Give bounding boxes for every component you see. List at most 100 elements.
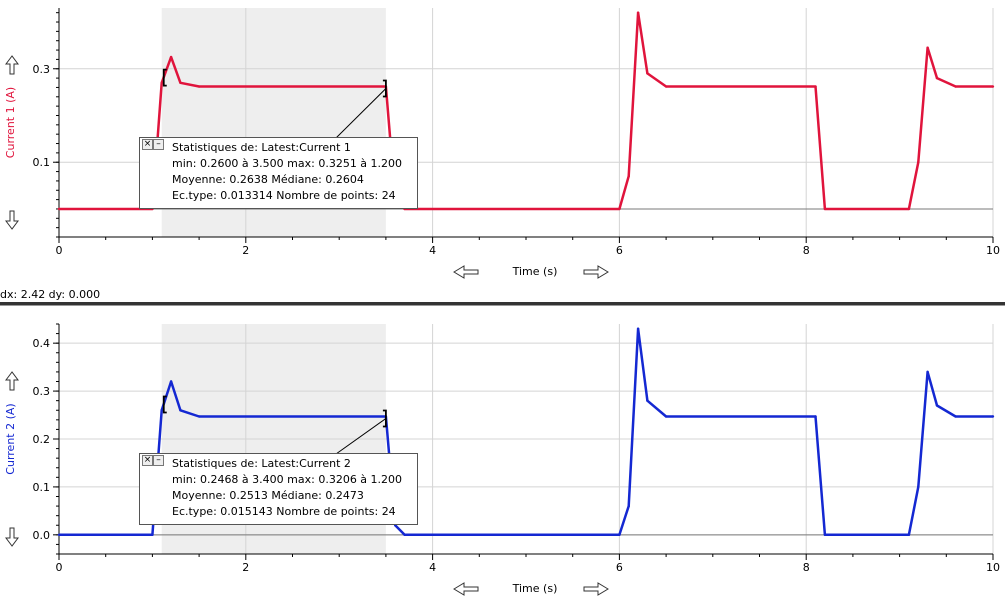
x-tick-label: 6 xyxy=(616,561,623,574)
right-arrow-icon[interactable] xyxy=(583,582,609,596)
down-arrow-shape xyxy=(5,210,19,230)
up-arrow-icon[interactable] xyxy=(5,55,19,75)
x-tick-label: 4 xyxy=(429,244,436,257)
x-tick-label: 0 xyxy=(56,244,63,257)
left-arrow-shape xyxy=(453,582,479,596)
data-point xyxy=(57,533,61,537)
close-icon[interactable]: × xyxy=(142,139,153,150)
stats-min-max: min: 0.2600 à 3.500 max: 0.3251 à 1.200 xyxy=(172,157,403,170)
x-tick-label: 0 xyxy=(56,561,63,574)
x-tick-label: 10 xyxy=(986,244,1000,257)
data-point xyxy=(907,533,911,537)
x-tick-label: 10 xyxy=(986,561,1000,574)
data-point xyxy=(160,81,163,84)
data-point xyxy=(814,85,817,88)
x-tick-label: 6 xyxy=(616,244,623,257)
stats-title: Statistiques de: Latest:Current 1 xyxy=(172,141,351,154)
data-point xyxy=(935,76,939,80)
right-arrow-icon[interactable] xyxy=(583,265,609,279)
x-tick-label: 2 xyxy=(242,561,249,574)
data-point xyxy=(169,380,173,383)
minimize-icon[interactable]: – xyxy=(153,455,164,466)
selection-start-bracket[interactable] xyxy=(162,395,167,414)
data-point xyxy=(636,11,640,14)
x-tick-label: 8 xyxy=(803,561,810,574)
data-point xyxy=(646,399,649,402)
y-axis-title: Current 1 (A) xyxy=(4,87,17,158)
data-point xyxy=(664,415,668,418)
data-point xyxy=(57,207,61,211)
y-tick-label: 0.3 xyxy=(33,63,51,76)
data-point xyxy=(618,207,621,211)
stats-stdev-count: Ec.type: 0.013314 Nombre de points: 24 xyxy=(172,189,396,202)
left-arrow-icon[interactable] xyxy=(453,582,479,596)
down-arrow-shape xyxy=(5,527,19,547)
data-point xyxy=(926,370,929,374)
data-point xyxy=(179,81,182,84)
data-point xyxy=(197,85,201,88)
dx-dy-readout: dx: 2.42 dy: 0.000 xyxy=(0,288,101,301)
stats-leader-line xyxy=(335,418,387,455)
data-point xyxy=(991,415,995,418)
y-tick-label: 0.1 xyxy=(33,481,51,494)
y-tick-label: 0.3 xyxy=(33,385,51,398)
x-tick-label: 2 xyxy=(242,244,249,257)
statistics-box-current-1[interactable]: × – Statistiques de: Latest:Current 1 mi… xyxy=(139,137,418,209)
data-point xyxy=(917,161,920,164)
down-arrow-icon[interactable] xyxy=(5,210,19,230)
y-tick-label: 0.1 xyxy=(33,156,51,169)
data-point xyxy=(627,504,630,508)
right-arrow-shape xyxy=(583,265,609,279)
data-point xyxy=(646,72,649,75)
x-axis-title: Time (s) xyxy=(512,265,558,278)
left-arrow-shape xyxy=(453,265,479,279)
data-point xyxy=(636,327,640,330)
up-arrow-shape xyxy=(5,55,19,75)
y-tick-label: 0.2 xyxy=(33,433,51,446)
data-point xyxy=(160,409,163,412)
data-point xyxy=(664,85,668,88)
left-arrow-icon[interactable] xyxy=(453,265,479,279)
statistics-box-current-2[interactable]: × – Statistiques de: Latest:Current 2 mi… xyxy=(139,453,418,525)
x-axis-title: Time (s) xyxy=(512,582,558,595)
data-point xyxy=(627,175,630,178)
graph-panel-current-2[interactable]: 0 2 4 6 8 10 0.0 0.1 0.2 0.3 0.4 Current 2 (A) Time … xyxy=(0,306,1005,601)
data-point xyxy=(926,46,929,49)
selection-end-bracket[interactable] xyxy=(382,409,387,428)
series-line[interactable] xyxy=(59,11,993,211)
stats-title: Statistiques de: Latest:Current 2 xyxy=(172,457,351,470)
data-point xyxy=(403,533,406,537)
data-point xyxy=(823,207,827,211)
selection-start-bracket[interactable] xyxy=(162,68,167,87)
data-point xyxy=(814,415,817,418)
y-tick-label: 0.4 xyxy=(33,337,51,350)
up-arrow-icon[interactable] xyxy=(5,371,19,391)
data-point xyxy=(954,415,957,418)
x-tick-label: 4 xyxy=(429,561,436,574)
data-point xyxy=(954,85,957,88)
close-icon[interactable]: × xyxy=(142,455,153,466)
data-point xyxy=(179,409,182,412)
minimize-icon[interactable]: – xyxy=(153,139,164,150)
data-point xyxy=(935,404,939,407)
stats-mean-median: Moyenne: 0.2638 Médiane: 0.2604 xyxy=(172,173,364,186)
data-point xyxy=(151,533,154,537)
stats-stdev-count: Ec.type: 0.015143 Nombre de points: 24 xyxy=(172,505,396,518)
x-tick-label: 8 xyxy=(803,244,810,257)
right-arrow-shape xyxy=(583,582,609,596)
up-arrow-shape xyxy=(5,371,19,391)
pane-divider[interactable] xyxy=(0,302,1005,306)
data-point xyxy=(917,485,920,489)
data-point xyxy=(169,55,173,59)
data-point xyxy=(618,533,621,537)
y-tick-label: 0.0 xyxy=(33,529,51,542)
down-arrow-icon[interactable] xyxy=(5,527,19,547)
graph-panel-current-1[interactable]: 0 2 4 6 8 10 0.1 0.3 Current 1 (A) Time (s) × – S… xyxy=(0,0,1005,284)
series-line[interactable] xyxy=(59,327,993,537)
stats-min-max: min: 0.2468 à 3.400 max: 0.3206 à 1.200 xyxy=(172,473,403,486)
data-point xyxy=(197,415,201,418)
data-point xyxy=(823,533,827,537)
data-point xyxy=(907,207,911,211)
data-point xyxy=(991,85,995,88)
stats-mean-median: Moyenne: 0.2513 Médiane: 0.2473 xyxy=(172,489,364,502)
